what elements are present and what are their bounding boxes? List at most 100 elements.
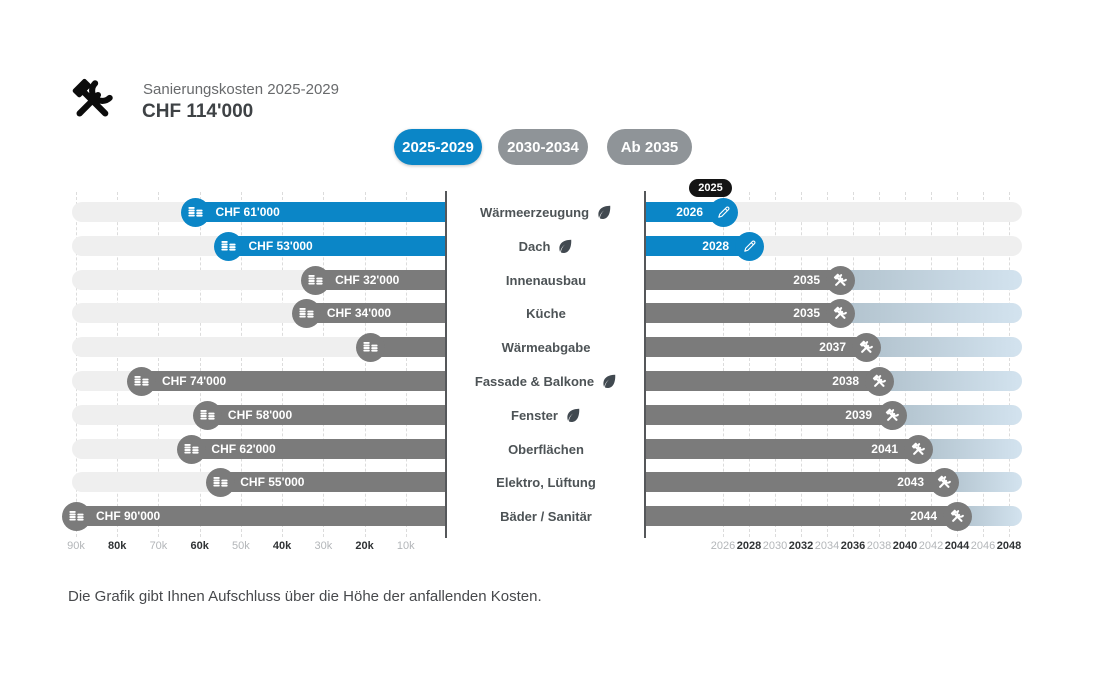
category-label: Fenster: [447, 405, 645, 425]
year-axis-tick: 2032: [788, 540, 814, 552]
year-bar[interactable]: 2037: [645, 337, 866, 357]
year-track: [645, 202, 1022, 222]
coins-icon[interactable]: [193, 400, 223, 430]
grid-line: [76, 192, 77, 537]
hammer-wrench-icon[interactable]: [825, 265, 855, 295]
lifespan-gradient: [918, 439, 1022, 459]
category-label-text: Wärmeerzeugung: [479, 204, 590, 220]
category-label-text: Fassade & Balkone: [474, 373, 595, 389]
hammer-wrench-icon[interactable]: [825, 298, 855, 328]
year-bar-label: 2039: [845, 408, 872, 422]
hammer-wrench-icon[interactable]: [942, 501, 972, 531]
hammer-wrench-icon[interactable]: [851, 332, 881, 362]
chart-caption: Die Grafik gibt Ihnen Aufschluss über di…: [68, 588, 542, 605]
header-title: Sanierungskosten 2025-2029: [143, 81, 339, 98]
year-bar-label: 2041: [871, 442, 898, 456]
coins-icon[interactable]: [61, 501, 91, 531]
year-axis-tick: 2026: [710, 540, 736, 552]
year-bar[interactable]: 2035: [645, 270, 840, 290]
header-total: CHF 114'000: [142, 101, 254, 122]
cost-bar[interactable]: CHF 58'000: [207, 405, 447, 425]
year-axis-line: [644, 191, 646, 538]
year-axis-tick: 2036: [840, 540, 866, 552]
grid-line: [405, 192, 407, 537]
grid-line: [801, 192, 802, 537]
coins-icon[interactable]: [205, 467, 235, 497]
hammer-wrench-icon[interactable]: [864, 366, 894, 396]
category-label-text: Küche: [526, 305, 566, 321]
lifespan-gradient: [944, 472, 1022, 492]
hammer-wrench-icon[interactable]: [903, 434, 933, 464]
year-axis-tick: 2048: [996, 540, 1022, 552]
category-label: Innenausbau: [447, 270, 645, 290]
year-bar-label: 2035: [793, 306, 820, 320]
grid-line: [117, 192, 119, 537]
category-label: Wärmeabgabe: [447, 337, 645, 357]
cost-bar-label: CHF 34'000: [326, 306, 392, 320]
grid-line: [983, 192, 984, 537]
year-bar[interactable]: 2028: [645, 236, 749, 256]
cost-bar-label: CHF 55'000: [240, 475, 305, 489]
tab-period-2030-2034[interactable]: 2030-2034: [498, 129, 588, 165]
grid-line: [364, 192, 366, 537]
year-bar[interactable]: 2038: [645, 371, 879, 391]
cost-bar-label: CHF 61'000: [215, 205, 280, 219]
coins-icon[interactable]: [176, 434, 206, 464]
year-axis-tick: 2030: [762, 540, 788, 552]
grid-line: [199, 192, 201, 537]
year-bar[interactable]: 2039: [645, 405, 892, 425]
cost-axis-tick: 70k: [149, 540, 168, 552]
cost-bar[interactable]: CHF 61'000: [195, 202, 447, 222]
grid-line: [957, 192, 958, 537]
cost-axis-tick: 90k: [67, 540, 85, 552]
grid-line: [879, 192, 880, 537]
eco-leaf-icon: [564, 407, 581, 424]
year-bar[interactable]: 2043: [645, 472, 944, 492]
year-bar[interactable]: 2035: [645, 303, 840, 323]
cost-axis-tick: 80k: [108, 540, 127, 552]
coins-icon[interactable]: [214, 231, 244, 261]
lifespan-gradient: [866, 337, 1022, 357]
cost-bar[interactable]: CHF 32'000: [315, 270, 447, 290]
category-label: Oberflächen: [447, 439, 645, 459]
year-axis-tick: 2042: [918, 540, 944, 552]
category-label-text: Oberflächen: [508, 441, 584, 457]
cost-bar[interactable]: CHF 53'000: [228, 236, 447, 256]
year-bar[interactable]: 2026: [645, 202, 723, 222]
cost-bar[interactable]: CHF 62'000: [191, 439, 447, 459]
year-bar[interactable]: 2044: [645, 506, 957, 526]
hammer-wrench-icon: [70, 77, 118, 125]
cost-bar-label: CHF 90'000: [96, 509, 161, 523]
category-label: Bäder / Sanitär: [447, 506, 645, 526]
grid-line: [905, 192, 906, 537]
grid-line: [1009, 192, 1010, 537]
lifespan-gradient: [957, 506, 1022, 526]
cost-bar[interactable]: CHF 55'000: [220, 472, 447, 492]
tab-period-ab-2035[interactable]: Ab 2035: [607, 129, 692, 165]
category-label: Küche: [447, 303, 645, 323]
edit-pencil-icon[interactable]: [708, 197, 738, 227]
coins-icon[interactable]: [292, 298, 322, 328]
cost-bar[interactable]: [370, 337, 447, 357]
year-bar-label: 2026: [676, 205, 703, 219]
hammer-wrench-icon[interactable]: [929, 467, 959, 497]
cost-bar[interactable]: CHF 74'000: [141, 371, 447, 391]
coins-icon[interactable]: [300, 265, 330, 295]
year-bar[interactable]: 2041: [645, 439, 918, 459]
cost-track: [72, 337, 447, 357]
lifespan-gradient: [892, 405, 1022, 425]
coins-icon[interactable]: [127, 366, 157, 396]
coins-icon[interactable]: [181, 197, 211, 227]
category-label: Fassade & Balkone: [447, 371, 645, 391]
cost-bar[interactable]: CHF 90'000: [76, 506, 447, 526]
eco-leaf-icon: [600, 373, 617, 390]
cost-bar[interactable]: CHF 34'000: [306, 303, 447, 323]
hammer-wrench-icon[interactable]: [877, 400, 907, 430]
tab-period-2025-2029[interactable]: 2025-2029: [394, 129, 482, 165]
edit-pencil-icon[interactable]: [734, 231, 764, 261]
coins-icon[interactable]: [356, 332, 386, 362]
grid-line: [158, 192, 160, 537]
year-bar-label: 2038: [832, 374, 859, 388]
